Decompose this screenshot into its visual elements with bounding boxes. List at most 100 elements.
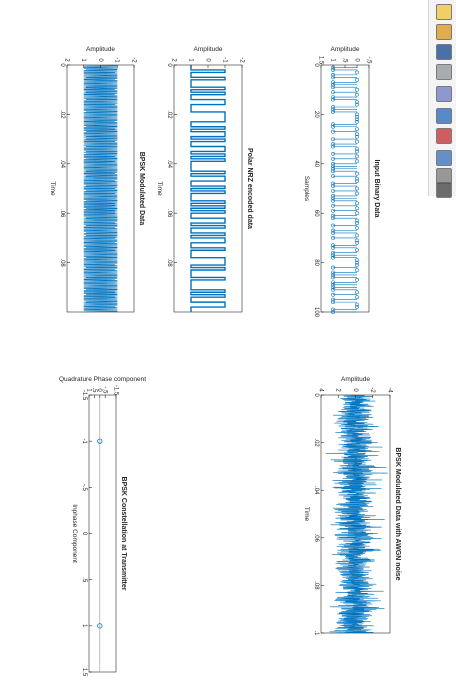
stem-marker (331, 137, 335, 142)
stem-marker (355, 154, 359, 159)
y-tick-label: -2 (238, 57, 244, 63)
stem-marker (331, 161, 335, 166)
stem-marker (355, 100, 359, 104)
constellation-point (97, 623, 103, 629)
save-icon[interactable] (436, 44, 452, 60)
stem-marker (355, 248, 359, 253)
series-group (97, 395, 103, 672)
stem-marker (331, 196, 335, 201)
insert-legend-icon[interactable] (436, 150, 452, 166)
y-tick-label: -2 (130, 57, 136, 63)
stem-marker (331, 82, 335, 87)
stem-marker (355, 206, 359, 211)
stem-marker (355, 102, 359, 107)
stem-marker (355, 191, 359, 196)
chart-title: BPSK Modulated Data (138, 152, 145, 226)
stem-marker (331, 275, 335, 280)
stem-marker (355, 277, 359, 282)
stem-marker (355, 221, 359, 225)
y-tick-label: 2 (335, 388, 341, 392)
stem-marker (331, 213, 335, 218)
stem-marker (355, 87, 359, 92)
edit-plot-icon[interactable] (436, 86, 452, 102)
x-tick-label: .04 (166, 160, 172, 169)
stem-marker (355, 179, 359, 183)
stem-marker (355, 186, 359, 191)
stem-marker (331, 80, 335, 85)
stem-marker (355, 268, 359, 272)
chart-panel-1: 0 20 40 60 80 100 -.5 0 .5 1 1.5 Samples Amplitude In… (303, 46, 380, 318)
constellation-point (97, 438, 103, 444)
stem-marker (331, 189, 335, 193)
y-tick-label: -.5 (365, 56, 371, 64)
stem-marker (331, 307, 335, 312)
stem-marker (355, 263, 359, 267)
stem-marker (331, 181, 335, 186)
stem-marker (331, 297, 335, 302)
stem-marker (355, 117, 359, 122)
x-tick-label: .02 (59, 110, 65, 119)
y-tick-label: 2 (170, 58, 176, 62)
stem-marker (331, 124, 335, 129)
new-figure-icon[interactable] (436, 4, 452, 20)
stem-marker (331, 300, 335, 305)
stem-marker (331, 310, 335, 314)
x-tick-label: -1.5 (81, 390, 87, 401)
stem-marker (355, 134, 359, 139)
y-tick-label: 1.5 (317, 56, 323, 65)
x-tick-label: .02 (313, 438, 319, 447)
x-tick-label: -1 (81, 438, 87, 444)
nrz-line (190, 65, 226, 312)
x-axis-label: Time (156, 181, 163, 196)
x-axis-label: Samples (303, 176, 310, 202)
plot-area (320, 64, 370, 313)
stem-marker (355, 305, 359, 309)
x-tick-label: .1 (313, 630, 319, 636)
x-tick-label: .06 (166, 209, 172, 218)
x-tick-label: 1.5 (81, 668, 87, 677)
stem-marker (331, 174, 335, 179)
stem-marker (331, 198, 335, 203)
stem-marker (331, 292, 335, 297)
link-plot-icon[interactable] (436, 108, 452, 124)
stem-marker (331, 85, 335, 90)
stem-marker (331, 95, 335, 100)
x-tick-label: 0 (81, 532, 87, 536)
stem-marker (355, 238, 359, 243)
stem-marker (331, 265, 335, 270)
y-axis-label: Amplitude (341, 376, 370, 383)
y-tick-label: 1 (329, 58, 335, 62)
print-icon[interactable] (436, 64, 452, 80)
x-tick-label: .08 (59, 258, 65, 267)
stem-marker (355, 211, 359, 216)
y-tick-label: 1 (85, 388, 91, 392)
stem-marker (331, 228, 335, 233)
stem-marker (331, 270, 335, 275)
stem-marker (331, 72, 335, 77)
stem-marker (331, 250, 335, 255)
stem-marker (331, 287, 335, 292)
stem-marker (331, 105, 335, 109)
stem-marker (355, 92, 359, 97)
open-file-icon[interactable] (436, 24, 452, 40)
x-tick-label: .5 (81, 577, 87, 583)
stem-marker (331, 255, 335, 260)
insert-colorbar-icon[interactable] (436, 128, 452, 144)
stem-marker (331, 107, 335, 112)
stem-marker (355, 290, 359, 295)
stem-marker (355, 176, 359, 181)
y-tick-label: -1.5 (112, 385, 118, 396)
y-tick-label: -.5 (102, 386, 108, 394)
y-axis-label: Amplitude (86, 46, 115, 53)
data-cursor-icon[interactable] (436, 182, 452, 198)
x-tick-label: .08 (313, 581, 319, 590)
stem-marker (331, 282, 335, 287)
stem-marker (331, 68, 335, 72)
x-tick-label: 100 (313, 307, 319, 318)
y-axis-label: Amplitude (331, 46, 360, 53)
stem-marker (355, 149, 359, 154)
x-tick-label: 0 (313, 393, 319, 397)
x-axis-label: Time (49, 181, 56, 196)
stem-marker (355, 171, 359, 176)
